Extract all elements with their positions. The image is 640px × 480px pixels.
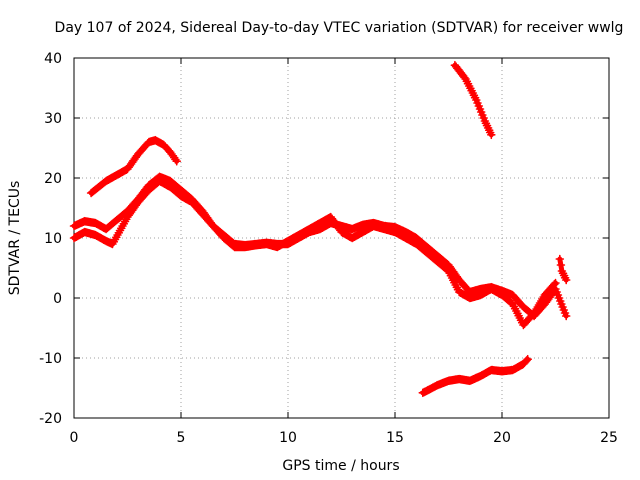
series-low-arc [418,354,532,398]
x-tick-label: 15 [386,430,404,446]
x-axis-label: GPS time / hours [282,458,399,474]
axis-ticks: 0 5 10 15 20 25 -20 -10 0 10 20 30 40 [39,51,618,446]
series-line [71,174,569,319]
y-tick-label: 20 [44,171,62,187]
x-tick-label: 25 [600,430,618,446]
series-upper-arc [86,135,181,198]
series-markers [69,176,560,330]
series-high-arc [450,60,496,140]
x-tick-label: 10 [279,430,297,446]
x-tick-label: 5 [177,430,186,446]
y-tick-label: 10 [44,231,62,247]
y-axis-label: SDTVAR / TECUs [7,181,23,296]
y-tick-label: -20 [39,411,62,427]
series-layer [69,60,571,398]
series-end-stub [555,254,571,285]
series-line [420,356,531,396]
chart-title: Day 107 of 2024, Sidereal Day-to-day VTE… [55,20,624,36]
grid-lines [74,58,609,418]
series-line [88,137,180,196]
series-line [557,256,569,283]
series-line [71,178,558,328]
x-tick-label: 0 [70,430,79,446]
y-tick-label: 40 [44,51,62,67]
y-tick-label: -10 [39,351,62,367]
y-tick-label: 0 [53,291,62,307]
y-tick-label: 30 [44,111,62,127]
series-line [452,62,494,138]
x-tick-label: 20 [493,430,511,446]
series-main-b [69,176,560,330]
